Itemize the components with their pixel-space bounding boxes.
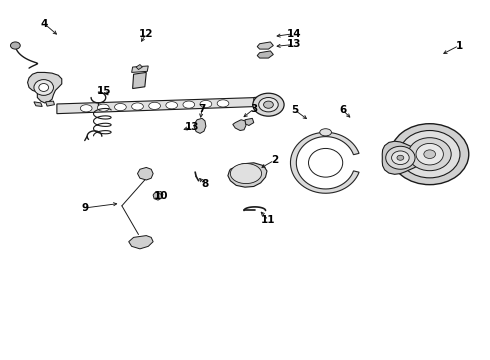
Ellipse shape xyxy=(217,100,229,107)
Text: 10: 10 xyxy=(154,191,168,201)
Ellipse shape xyxy=(10,42,20,49)
Polygon shape xyxy=(233,120,246,131)
Text: 13: 13 xyxy=(185,122,199,132)
Text: 2: 2 xyxy=(270,155,278,165)
Ellipse shape xyxy=(259,98,278,112)
Ellipse shape xyxy=(399,131,460,178)
Polygon shape xyxy=(46,101,54,106)
Ellipse shape xyxy=(408,138,451,171)
Text: 5: 5 xyxy=(291,105,298,115)
Ellipse shape xyxy=(416,143,443,165)
Text: 3: 3 xyxy=(250,104,257,114)
Polygon shape xyxy=(245,118,254,126)
Polygon shape xyxy=(153,192,163,200)
Text: 13: 13 xyxy=(287,40,301,49)
Ellipse shape xyxy=(386,146,415,169)
Ellipse shape xyxy=(253,93,284,116)
Polygon shape xyxy=(57,98,257,114)
Polygon shape xyxy=(257,42,273,49)
Ellipse shape xyxy=(39,84,49,91)
Ellipse shape xyxy=(320,129,331,136)
Polygon shape xyxy=(194,118,206,134)
Text: 9: 9 xyxy=(81,203,88,213)
Polygon shape xyxy=(291,132,359,193)
Ellipse shape xyxy=(166,102,177,109)
Text: 8: 8 xyxy=(201,179,209,189)
Ellipse shape xyxy=(392,151,409,165)
Ellipse shape xyxy=(309,148,343,177)
Ellipse shape xyxy=(98,104,109,111)
Text: 7: 7 xyxy=(198,104,206,114)
Polygon shape xyxy=(382,141,423,174)
Text: 6: 6 xyxy=(339,105,346,115)
Polygon shape xyxy=(254,97,275,114)
Text: 15: 15 xyxy=(97,86,112,96)
Ellipse shape xyxy=(397,155,404,160)
Ellipse shape xyxy=(230,163,262,184)
Text: 14: 14 xyxy=(287,29,301,39)
Polygon shape xyxy=(136,64,143,69)
Polygon shape xyxy=(257,51,273,58)
Ellipse shape xyxy=(132,103,144,110)
Polygon shape xyxy=(228,163,267,187)
Ellipse shape xyxy=(391,124,469,185)
Polygon shape xyxy=(34,102,42,107)
Ellipse shape xyxy=(200,100,212,108)
Polygon shape xyxy=(138,167,153,180)
Ellipse shape xyxy=(424,150,436,158)
Ellipse shape xyxy=(80,105,92,112)
Polygon shape xyxy=(27,72,62,103)
Text: 12: 12 xyxy=(139,29,153,39)
Ellipse shape xyxy=(34,80,53,95)
Ellipse shape xyxy=(149,102,160,109)
Ellipse shape xyxy=(115,103,126,111)
Polygon shape xyxy=(129,235,153,249)
Ellipse shape xyxy=(183,101,195,108)
Text: 1: 1 xyxy=(455,41,463,50)
Text: 11: 11 xyxy=(261,215,276,225)
Polygon shape xyxy=(133,72,147,89)
Ellipse shape xyxy=(264,101,273,108)
Polygon shape xyxy=(132,66,148,72)
Text: 4: 4 xyxy=(41,19,49,29)
